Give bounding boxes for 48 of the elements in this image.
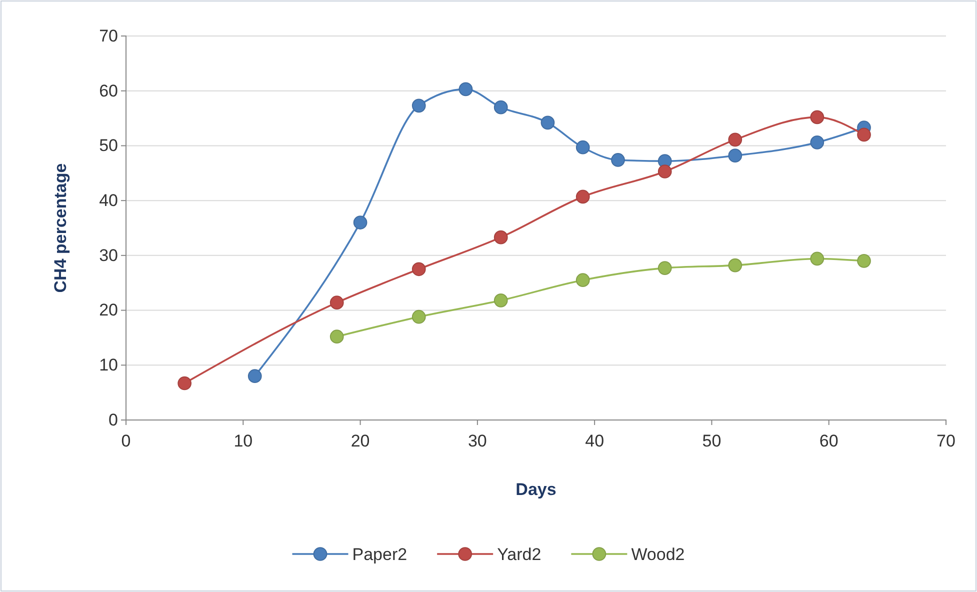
point <box>178 376 192 390</box>
point <box>810 110 824 124</box>
point <box>330 330 344 344</box>
y-tick-label: 60 <box>99 81 118 100</box>
point <box>494 293 508 308</box>
y-tick-label: 40 <box>99 191 118 210</box>
x-tick-label: 70 <box>936 432 956 451</box>
x-tick-label: 50 <box>702 432 722 451</box>
x-tick-label: 20 <box>350 432 370 451</box>
legend-label: Paper2 <box>352 544 408 564</box>
point <box>576 273 590 288</box>
point <box>810 252 824 266</box>
legend-label: Wood2 <box>631 544 685 564</box>
y-tick-label: 50 <box>99 136 118 156</box>
point <box>540 116 555 130</box>
point <box>857 254 871 268</box>
point <box>412 310 426 324</box>
point <box>658 261 672 275</box>
point <box>728 258 742 272</box>
y-tick-label: 20 <box>99 300 118 320</box>
point <box>412 98 426 113</box>
point <box>248 369 262 384</box>
point <box>458 82 473 96</box>
point <box>576 190 590 204</box>
point <box>611 153 625 167</box>
point <box>576 140 590 154</box>
point <box>412 262 426 276</box>
point <box>658 164 672 178</box>
y-tick-label: 10 <box>99 356 118 375</box>
point <box>728 132 742 147</box>
x-tick-label: 10 <box>234 432 253 451</box>
y-tick-label: 70 <box>99 26 118 46</box>
y-tick-label: 30 <box>99 246 118 265</box>
x-tick-label: 60 <box>819 432 838 451</box>
x-tick-label: 30 <box>468 432 487 451</box>
point <box>857 128 871 142</box>
point <box>494 100 508 114</box>
point <box>810 136 824 150</box>
y-axis-title: CH4 percentage <box>51 163 70 293</box>
x-axis-title: Days <box>516 480 556 499</box>
x-tick-label: 0 <box>121 432 131 451</box>
legend-label: Yard2 <box>497 544 542 564</box>
point <box>494 230 508 244</box>
x-tick-label: 40 <box>585 432 604 451</box>
point <box>330 296 344 310</box>
y-tick-label: 0 <box>108 410 118 430</box>
point <box>728 148 742 163</box>
point <box>353 216 368 230</box>
